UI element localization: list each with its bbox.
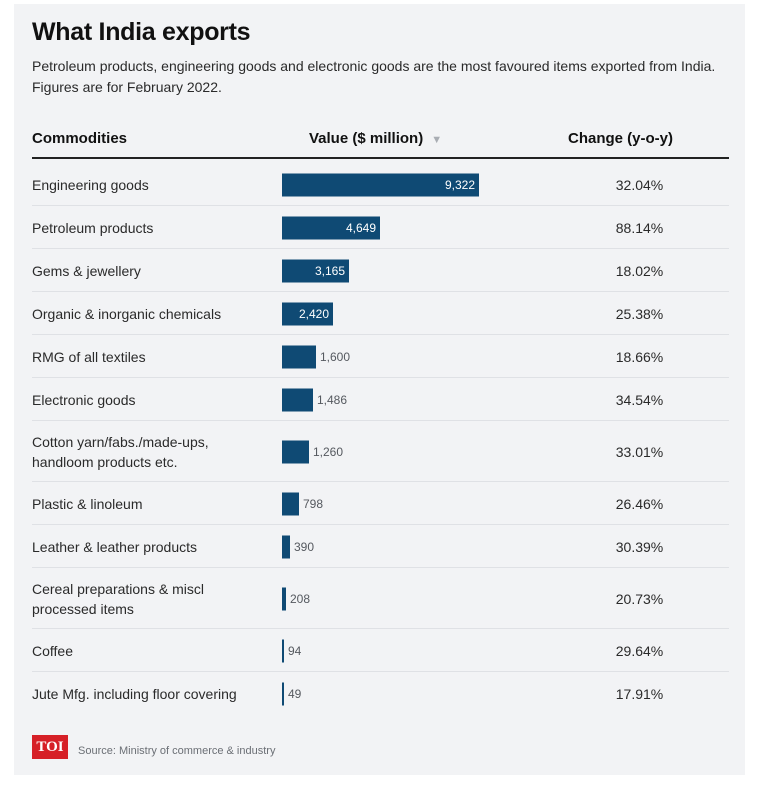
- column-header-value[interactable]: Value ($ million) ▼: [309, 130, 442, 147]
- value-bar: [282, 639, 284, 662]
- bar-value-label: 1,260: [313, 444, 344, 459]
- column-header-value-label: Value ($ million): [309, 130, 424, 147]
- row-divider: [32, 481, 729, 482]
- commodity-name: Leather & leather products: [32, 538, 197, 555]
- column-header-change: Change (y-o-y): [568, 130, 673, 147]
- commodity-name: Electronic goods: [32, 391, 136, 408]
- value-bar: [282, 345, 316, 368]
- bar-value-label: 798: [303, 496, 324, 511]
- value-bar: [282, 587, 286, 610]
- source-note: Source: Ministry of commerce & industry: [78, 745, 276, 757]
- toi-logo: TOI: [32, 735, 68, 759]
- change-value: 18.66%: [615, 348, 664, 365]
- table-row: Petroleum products 4,649 88.14%: [32, 206, 729, 249]
- table-row: Jute Mfg. including floor covering 49 17.9…: [32, 672, 729, 715]
- commodity-name: RMG of all textiles: [32, 348, 146, 365]
- chart-subtitle: Petroleum products, engineering goods an…: [32, 58, 716, 95]
- bar-value-label: 9,322: [444, 177, 475, 192]
- bar-value-label: 2,420: [298, 306, 329, 321]
- table-row: Engineering goods 9,322 32.04%: [32, 163, 729, 206]
- change-value: 20.73%: [615, 590, 664, 607]
- change-value: 34.54%: [615, 391, 664, 408]
- commodity-name: Cotton yarn/fabs./made-ups, handloom pro…: [32, 433, 209, 470]
- row-divider: [32, 205, 729, 206]
- value-bar: [282, 440, 309, 463]
- table-row: Coffee 94 29.64%: [32, 629, 729, 672]
- value-bar: [282, 535, 290, 558]
- header-divider: [32, 157, 729, 159]
- commodity-name: Jute Mfg. including floor covering: [32, 685, 237, 702]
- row-divider: [32, 420, 729, 421]
- change-value: 33.01%: [615, 443, 664, 460]
- table-row: Organic & inorganic chemicals 2,420 25.38%: [32, 292, 729, 335]
- chart-card: What India exports Petroleum products, e…: [14, 4, 745, 775]
- change-value: 32.04%: [615, 176, 664, 193]
- change-value: 30.39%: [615, 538, 664, 555]
- row-divider: [32, 671, 729, 672]
- column-header-commodities: Commodities: [32, 130, 128, 147]
- commodity-name: Coffee: [32, 642, 73, 659]
- value-bar: [282, 388, 313, 411]
- commodity-name: Gems & jewellery: [32, 262, 141, 279]
- value-bar: [282, 173, 479, 196]
- row-divider: [32, 377, 729, 378]
- table-row: Gems & jewellery 3,165 18.02%: [32, 249, 729, 292]
- row-divider: [32, 248, 729, 249]
- value-bar: [282, 682, 284, 705]
- commodity-name: Cereal preparations & miscl processed it…: [32, 580, 204, 617]
- bar-value-label: 3,165: [314, 263, 345, 278]
- table-row: Leather & leather products 390 30.39%: [32, 525, 729, 568]
- change-value: 26.46%: [615, 495, 664, 512]
- sort-down-icon[interactable]: ▼: [431, 134, 443, 146]
- row-divider: [32, 524, 729, 525]
- change-value: 17.91%: [615, 685, 664, 702]
- value-bar: [282, 302, 333, 325]
- commodity-name: Plastic & linoleum: [32, 495, 143, 512]
- bar-value-label: 1,600: [320, 349, 351, 364]
- bar-value-label: 49: [288, 686, 302, 701]
- bar-value-label: 94: [288, 643, 302, 658]
- table-row: Cereal preparations & miscl processed it…: [32, 568, 729, 629]
- bar-value-label: 1,486: [317, 392, 348, 407]
- table-row: RMG of all textiles 1,600 18.66%: [32, 335, 729, 378]
- row-divider: [32, 291, 729, 292]
- value-bar: [282, 492, 299, 515]
- row-divider: [32, 334, 729, 335]
- change-value: 25.38%: [615, 305, 664, 322]
- commodity-name: Petroleum products: [32, 219, 154, 236]
- table-row: Electronic goods 1,486 34.54%: [32, 378, 729, 421]
- change-value: 29.64%: [615, 642, 664, 659]
- commodity-name: Engineering goods: [32, 176, 149, 193]
- change-value: 18.02%: [615, 262, 664, 279]
- row-divider: [32, 567, 729, 568]
- table-row: Plastic & linoleum 798 26.46%: [32, 482, 729, 525]
- bar-value-label: 208: [290, 591, 311, 606]
- value-bar: [282, 216, 380, 239]
- bar-value-label: 390: [294, 539, 315, 554]
- chart-title: What India exports: [32, 18, 251, 46]
- table-row: Cotton yarn/fabs./made-ups, handloom pro…: [32, 421, 729, 482]
- change-value: 88.14%: [615, 219, 664, 236]
- value-bar: [282, 259, 349, 282]
- row-divider: [32, 628, 729, 629]
- commodity-name: Organic & inorganic chemicals: [32, 305, 222, 322]
- bar-value-label: 4,649: [345, 220, 376, 235]
